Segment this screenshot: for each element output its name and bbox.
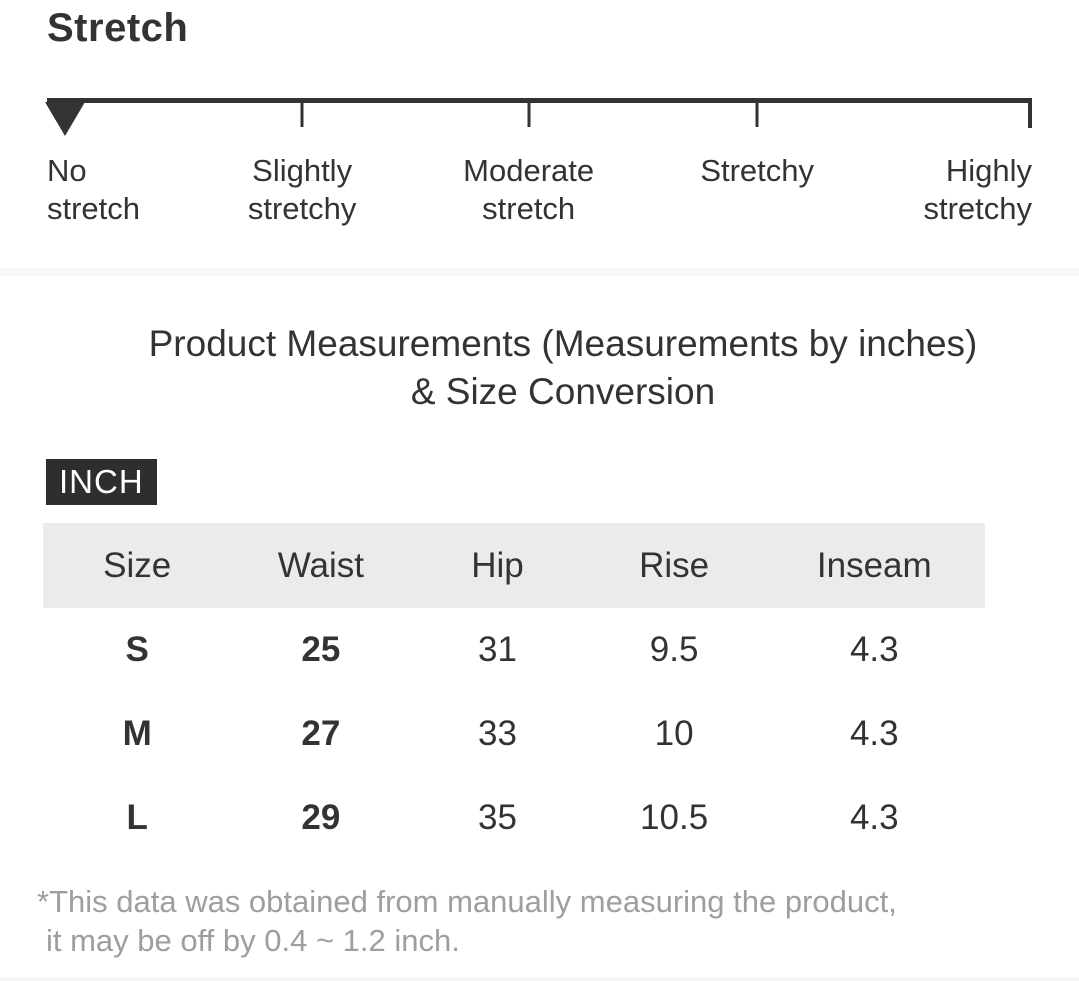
stretch-marker-triangle-icon [45,102,85,136]
size-measurements-table: Size Waist Hip Rise Inseam S 25 31 9.5 4… [43,523,985,860]
measurement-disclaimer: *This data was obtained from manually me… [37,882,897,960]
stretch-label-line: No [47,153,87,188]
stretch-label-moderate-stretch: Moderate stretch [463,152,594,228]
stretch-label-line: Moderate [463,153,595,188]
table-header-row: Size Waist Hip Rise Inseam [43,523,985,608]
stretch-scale-tick [527,103,531,127]
stretch-label-line: stretch [47,191,141,226]
stretch-label-line: stretchy [247,191,357,226]
stretch-label-line: stretch [482,191,576,226]
table-row-size-m: M 27 33 10 4.3 [43,692,985,776]
section-divider [0,268,1079,276]
table-row-size-s: S 25 31 9.5 4.3 [43,608,985,692]
disclaimer-line-2: it may be off by 0.4 ~ 1.2 inch. [46,923,460,958]
disclaimer-line-1: *This data was obtained from manually me… [37,884,897,919]
stretch-label-stretchy: Stretchy [700,152,814,190]
stretch-scale-end-tick [1028,98,1032,128]
cell-waist: 25 [301,630,341,669]
column-header-waist: Waist [277,545,364,585]
cell-waist: 29 [301,798,341,837]
cell-inseam: 4.3 [849,798,899,837]
cell-size: M [122,714,152,753]
stretch-scale-tick [300,103,304,127]
stretch-label-line: Highly [945,153,1032,188]
stretch-label-line: Stretchy [700,153,815,188]
stretch-scale-tick [755,103,759,127]
stretch-label-highly-stretchy: Highly stretchy [923,152,1032,228]
cell-size: L [126,798,148,837]
next-section-divider [0,977,1079,981]
cell-inseam: 4.3 [849,630,899,669]
cell-hip: 31 [478,630,517,669]
column-header-inseam: Inseam [816,545,932,585]
cell-rise: 10 [654,714,694,753]
cell-size: S [125,630,149,669]
column-header-hip: Hip [471,545,524,585]
cell-waist: 27 [301,714,341,753]
stretch-label-no-stretch: No stretch [47,152,140,228]
measurements-title-text: Product Measurements (Measurements by in… [148,323,978,412]
stretch-scale-line [47,98,1032,103]
cell-rise: 9.5 [649,630,699,669]
unit-toggle-inch-badge[interactable]: INCH [46,459,157,505]
table-row-size-l: L 29 35 10.5 4.3 [43,776,985,860]
column-header-rise: Rise [639,545,710,585]
cell-rise: 10.5 [640,798,709,837]
cell-inseam: 4.3 [849,714,899,753]
cell-hip: 33 [478,714,517,753]
cell-hip: 35 [478,798,517,837]
stretch-scale: No stretch Slightly stretchy Moderate st… [45,98,1032,228]
stretch-label-line: Slightly [252,153,353,188]
stretch-label-line: stretchy [923,191,1032,226]
stretch-label-slightly-stretchy: Slightly stretchy [248,152,357,228]
column-header-size: Size [103,545,172,585]
measurements-title: Product Measurements (Measurements by in… [47,320,1079,416]
stretch-section-heading: Stretch [47,6,189,50]
